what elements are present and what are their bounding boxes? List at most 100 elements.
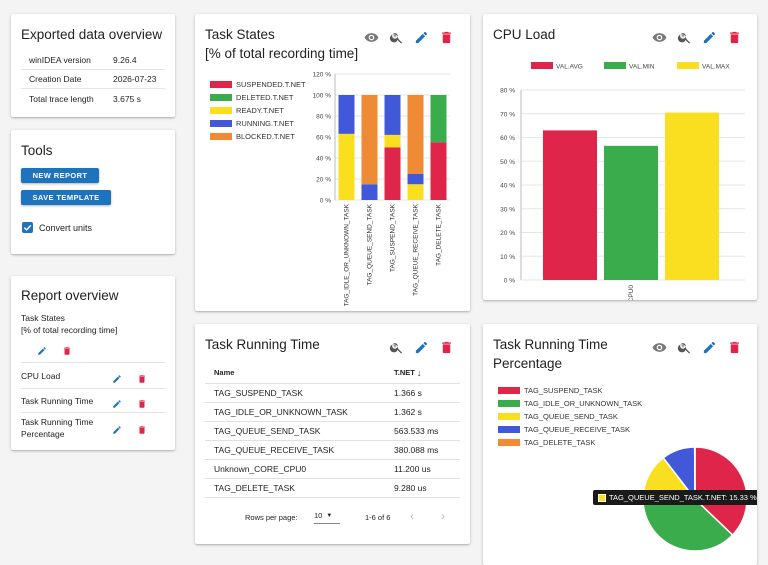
bar-segment xyxy=(407,95,424,174)
task-states-chart: 0 % 20 % 40 % 60 % 80 % 100 % 120 % TAG_IDLE_OR… xyxy=(313,72,450,306)
legend-item[interactable]: TAG_SUSPEND_TASK xyxy=(498,386,603,395)
zoom-icon[interactable] xyxy=(675,28,693,46)
rows-per-page-label: Rows per page: xyxy=(245,513,298,522)
task-running-time-title: Task Running Time xyxy=(205,337,320,352)
eye-icon[interactable] xyxy=(362,28,380,46)
y-tick-label: 0 % xyxy=(320,198,331,205)
save-template-button[interactable]: SAVE TEMPLATE xyxy=(21,190,111,205)
y-tick-label: 20 % xyxy=(500,230,515,237)
task-running-time-toolbar xyxy=(387,338,455,356)
delete-icon[interactable] xyxy=(437,28,455,46)
legend-item[interactable]: TAG_QUEUE_RECEIVE_TASK xyxy=(498,425,630,434)
bar xyxy=(665,112,719,280)
bar xyxy=(604,145,658,280)
bar-segment xyxy=(338,133,355,200)
legend-item[interactable]: TAG_QUEUE_SEND_TASK xyxy=(498,412,618,421)
legend-item[interactable]: DELETED.T.NET xyxy=(210,93,294,102)
delete-icon[interactable] xyxy=(137,371,149,383)
zoom-icon[interactable] xyxy=(387,338,405,356)
bar-segment xyxy=(430,95,447,143)
table-row[interactable]: TAG_IDLE_OR_UNKNOWN_TASK 1.362 s xyxy=(205,403,460,422)
bar-segment xyxy=(384,134,401,148)
y-tick-label: 100 % xyxy=(313,93,332,100)
report-item-task-running-time[interactable]: Task Running Time xyxy=(21,396,94,406)
table-row[interactable]: TAG_QUEUE_RECEIVE_TASK 380.088 ms xyxy=(205,441,460,460)
prev-page-icon[interactable]: ‹ xyxy=(410,509,414,523)
task-running-time-table: Name T.NET ↓ TAG_SUSPEND_TASK 1.366 s TAG_… xyxy=(205,362,460,498)
task-states-toolbar xyxy=(362,28,455,46)
legend-item[interactable]: BLOCKED.T.NET xyxy=(210,132,295,141)
delete-icon[interactable] xyxy=(62,343,74,355)
edit-icon[interactable] xyxy=(37,343,49,355)
x-tick-label: CPU0 xyxy=(628,285,635,300)
task-running-time-card: Task Running Time Name T.NET ↓ TAG_SUSPEN… xyxy=(195,324,470,544)
legend-item[interactable]: READY.T.NET xyxy=(210,106,284,115)
y-tick-label: 40 % xyxy=(500,183,515,190)
edit-icon[interactable] xyxy=(112,371,124,383)
edit-icon[interactable] xyxy=(700,28,718,46)
delete-icon[interactable] xyxy=(725,338,743,356)
legend-swatch xyxy=(531,62,553,69)
edit-icon[interactable] xyxy=(412,28,430,46)
tooltip-swatch xyxy=(598,493,606,502)
table-row[interactable]: TAG_DELETE_TASK 9.280 us xyxy=(205,479,460,498)
column-header-tnet[interactable]: T.NET ↓ xyxy=(394,367,422,378)
task-states-card: Task States [% of total recording time] … xyxy=(195,14,470,311)
divider xyxy=(21,388,165,389)
export-row-length: Total trace length 3.675 s xyxy=(29,93,141,104)
legend-item[interactable]: TAG_IDLE_OR_UNKNOWN_TASK xyxy=(498,399,642,408)
rows-per-page-select[interactable]: 10 ▼ xyxy=(314,508,340,524)
y-tick-label: 10 % xyxy=(500,254,515,261)
convert-units-checkbox[interactable]: Convert units xyxy=(22,222,92,233)
export-row-version: winIDEA version 9.26.4 xyxy=(21,51,165,70)
bar-segment xyxy=(407,173,424,185)
delete-icon[interactable] xyxy=(725,28,743,46)
x-tick-label: TAG_QUEUE_SEND_TASK xyxy=(367,203,374,285)
zoom-icon[interactable] xyxy=(675,338,693,356)
delete-icon[interactable] xyxy=(437,338,455,356)
table-row[interactable]: TAG_SUSPEND_TASK 1.366 s xyxy=(205,384,460,403)
checkbox-checked-icon xyxy=(22,222,33,233)
report-overview-title: Report overview xyxy=(21,288,119,303)
column-header-name[interactable]: Name xyxy=(214,368,235,377)
eye-icon[interactable] xyxy=(650,28,668,46)
legend-item[interactable]: RUNNING.T.NET xyxy=(210,119,294,128)
pie-slice xyxy=(642,498,734,552)
export-row-date: Creation Date 2026-07-23 xyxy=(21,70,165,89)
cpu-load-card: CPU Load VAL.AVG VAL.MIN VAL.MAX 0 % 10 % 20 … xyxy=(483,14,757,300)
export-overview-title: Exported data overview xyxy=(21,27,163,42)
edit-icon[interactable] xyxy=(412,338,430,356)
bar-segment xyxy=(338,95,355,134)
bar-segment xyxy=(361,95,378,185)
y-tick-label: 80 % xyxy=(316,114,331,121)
legend-item[interactable]: SUSPENDED.T.NET xyxy=(210,80,306,89)
delete-icon[interactable] xyxy=(137,396,149,408)
legend-label: VAL.MIN xyxy=(629,64,655,71)
edit-icon[interactable] xyxy=(112,422,124,434)
report-item-task-running-time-percentage[interactable]: Task Running Time Percentage xyxy=(21,417,94,439)
bar-segment xyxy=(384,95,401,135)
delete-icon[interactable] xyxy=(137,422,149,434)
cpu-load-chart: VAL.AVG VAL.MIN VAL.MAX 0 % 10 % 20 % 30 % 40 %… xyxy=(500,62,745,300)
report-item-task-states[interactable]: Task States [% of total recording time] xyxy=(21,313,118,335)
zoom-icon[interactable] xyxy=(387,28,405,46)
y-tick-label: 30 % xyxy=(500,206,515,213)
sort-arrow-down-icon: ↓ xyxy=(416,367,422,378)
y-tick-label: 70 % xyxy=(500,111,515,118)
table-header: Name T.NET ↓ xyxy=(205,362,460,384)
y-tick-label: 50 % xyxy=(500,159,515,166)
edit-icon[interactable] xyxy=(112,396,124,408)
trt-percentage-card: Task Running Time Percentage TAG_SUSPEND… xyxy=(483,324,757,565)
report-item-cpu-load[interactable]: CPU Load xyxy=(21,371,61,381)
bar-segment xyxy=(384,147,401,200)
new-report-button[interactable]: NEW REPORT xyxy=(21,168,99,183)
edit-icon[interactable] xyxy=(700,338,718,356)
legend-swatch xyxy=(677,62,699,69)
divider xyxy=(21,362,165,363)
eye-icon[interactable] xyxy=(650,338,668,356)
table-row[interactable]: TAG_QUEUE_SEND_TASK 563.533 ms xyxy=(205,422,460,441)
legend-item[interactable]: TAG_DELETE_TASK xyxy=(498,438,595,447)
table-row[interactable]: Unknown_CORE_CPU0 11.200 us xyxy=(205,460,460,479)
legend-label: VAL.AVG xyxy=(556,64,583,71)
next-page-icon[interactable]: › xyxy=(441,509,445,523)
